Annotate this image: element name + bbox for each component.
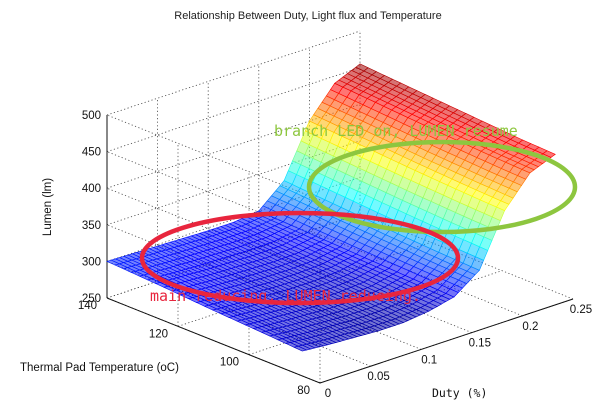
annotation-green: branch LED on, LUMEN resume: [274, 122, 518, 140]
x-axis-label: Duty (%): [432, 386, 487, 400]
grid-line: [106, 187, 321, 274]
y-tick-label: 140: [78, 300, 97, 312]
x-tick-label: 0.25: [570, 304, 592, 316]
y-axis-label: Thermal Pad Temperature (oC): [20, 362, 179, 374]
grid-line: [106, 177, 361, 262]
y-tick-label: 80: [297, 385, 310, 397]
axes: [106, 115, 574, 384]
z-tick-label: 250: [82, 293, 101, 305]
grid-line: [106, 151, 321, 237]
chart-title: Relationship Between Duty, Light flux an…: [174, 10, 441, 22]
grid-line: [106, 67, 361, 152]
tick-labels: 250 300 350 400 450 500 80 100 120 140 0 0.05 0.1 0.1…: [78, 110, 592, 400]
x-tick-label: 0.2: [522, 321, 538, 333]
grid-line: [106, 140, 361, 226]
z-tick-label: 350: [82, 220, 101, 232]
grid-line: [106, 103, 361, 189]
x-tick-label: 0: [325, 388, 331, 400]
y-axis-line: [106, 297, 321, 384]
y-tick-label: 120: [149, 328, 168, 340]
z-tick-label: 300: [82, 256, 101, 268]
surface: [106, 63, 556, 352]
z-tick-label: 450: [82, 147, 101, 159]
x-tick-label: 0.15: [469, 338, 491, 350]
highlight-ellipse-green: [306, 139, 578, 235]
surface-cell: [542, 150, 556, 158]
z-tick-label: 500: [82, 110, 101, 122]
z-tick-label: 400: [82, 183, 101, 195]
grid-line: [106, 224, 321, 311]
y-tick-label: 100: [220, 357, 239, 369]
grid-line: [106, 114, 321, 201]
x-tick-label: 0.1: [421, 354, 437, 366]
highlight-ellipse-red: [139, 210, 461, 306]
z-axis-label: Lumen (lm): [42, 178, 54, 236]
x-tick-label: 0.05: [367, 371, 389, 383]
grid-line: [106, 30, 361, 116]
x-axis-line: [319, 298, 574, 384]
